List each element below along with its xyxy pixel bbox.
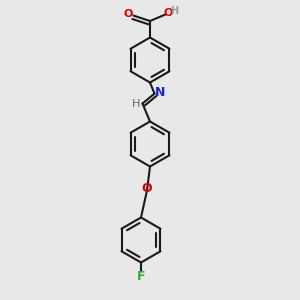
Text: O: O bbox=[123, 9, 133, 19]
Text: N: N bbox=[155, 86, 165, 99]
Text: O: O bbox=[163, 8, 173, 18]
Text: O: O bbox=[142, 182, 152, 195]
Text: H: H bbox=[170, 6, 178, 16]
Text: H: H bbox=[132, 99, 140, 110]
Text: F: F bbox=[137, 269, 145, 283]
